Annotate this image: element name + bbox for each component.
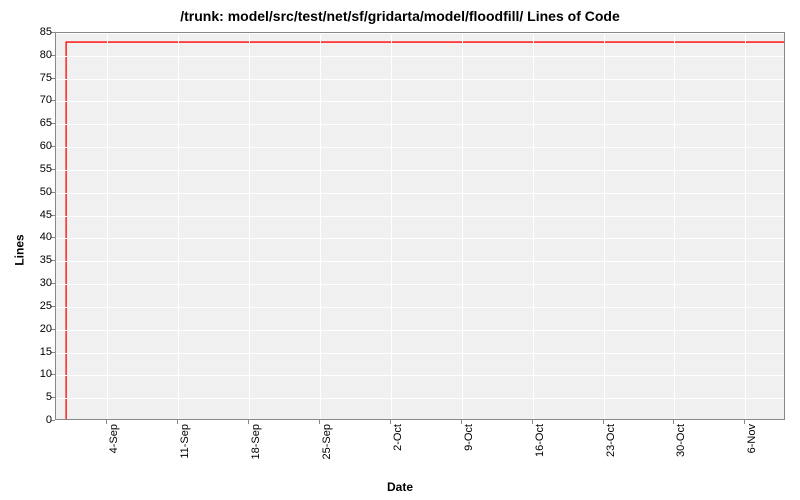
gridline-vertical xyxy=(320,33,321,419)
x-tick-label: 6-Nov xyxy=(746,424,758,484)
y-tick-label: 20 xyxy=(12,323,52,335)
gridline-vertical xyxy=(533,33,534,419)
x-tick xyxy=(177,420,178,424)
y-tick-label: 10 xyxy=(12,368,52,380)
series-line xyxy=(66,42,784,419)
x-tick-label: 4-Sep xyxy=(108,424,120,484)
gridline-vertical xyxy=(674,33,675,419)
gridline-vertical xyxy=(107,33,108,419)
x-tick xyxy=(248,420,249,424)
gridline-vertical xyxy=(391,33,392,419)
x-tick xyxy=(461,420,462,424)
x-tick-label: 11-Sep xyxy=(179,424,191,484)
gridline-vertical xyxy=(249,33,250,419)
y-tick-label: 85 xyxy=(12,26,52,38)
x-tick xyxy=(532,420,533,424)
y-tick-label: 5 xyxy=(12,391,52,403)
gridline-vertical xyxy=(745,33,746,419)
y-tick-label: 30 xyxy=(12,277,52,289)
x-tick-label: 23-Oct xyxy=(605,424,617,484)
y-tick-label: 80 xyxy=(12,49,52,61)
x-tick-label: 25-Sep xyxy=(321,424,333,484)
y-tick-label: 45 xyxy=(12,209,52,221)
y-tick-label: 70 xyxy=(12,94,52,106)
x-tick xyxy=(106,420,107,424)
y-tick-label: 75 xyxy=(12,72,52,84)
x-tick-label: 9-Oct xyxy=(463,424,475,484)
x-tick xyxy=(603,420,604,424)
y-tick-label: 35 xyxy=(12,254,52,266)
y-tick-label: 25 xyxy=(12,300,52,312)
x-tick-label: 18-Sep xyxy=(250,424,262,484)
x-tick-label: 30-Oct xyxy=(675,424,687,484)
gridline-horizontal xyxy=(56,421,784,422)
y-tick-label: 50 xyxy=(12,186,52,198)
gridline-vertical xyxy=(604,33,605,419)
y-tick-label: 65 xyxy=(12,117,52,129)
gridline-vertical xyxy=(462,33,463,419)
y-tick-label: 55 xyxy=(12,163,52,175)
gridline-vertical xyxy=(178,33,179,419)
y-tick-label: 0 xyxy=(12,414,52,426)
chart-title: /trunk: model/src/test/net/sf/gridarta/m… xyxy=(0,8,800,24)
y-tick-label: 40 xyxy=(12,231,52,243)
y-tick-label: 15 xyxy=(12,346,52,358)
x-tick-label: 2-Oct xyxy=(392,424,404,484)
y-tick-label: 60 xyxy=(12,140,52,152)
x-tick xyxy=(390,420,391,424)
plot-area xyxy=(55,32,785,420)
x-tick-label: 16-Oct xyxy=(534,424,546,484)
x-tick xyxy=(319,420,320,424)
